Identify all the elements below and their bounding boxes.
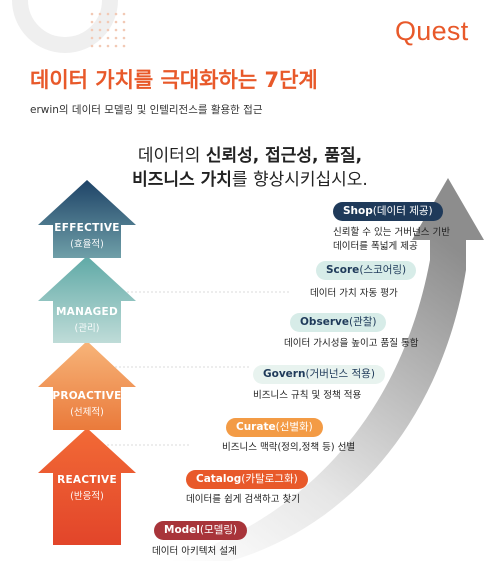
level-proactive-ko: (선제적) [70, 407, 104, 418]
level-reactive: REACTIVE (반응적) [47, 474, 127, 502]
headline-suffix: 를 향상시키십시오. [231, 170, 368, 190]
level-reactive-en: REACTIVE [57, 474, 117, 486]
step-model-name: Model [164, 524, 200, 536]
level-proactive-en: PROACTIVE [52, 390, 122, 402]
level-managed: MANAGED (관리) [47, 306, 127, 334]
step-score-name: Score [326, 264, 360, 276]
step-shop-desc-line-2: 데이터를 폭넓게 제공 [333, 241, 418, 252]
step-curate-ko: (선별화) [275, 421, 313, 433]
level-effective-en: EFFECTIVE [54, 222, 120, 234]
step-score-desc: 데이터 가치 자동 평가 [310, 287, 398, 301]
step-observe-desc-line-1: 데이터 가시성을 높이고 품질 통합 [284, 338, 419, 349]
headline-line-2: 비즈니스 가치를 향상시키십시오. [100, 165, 400, 190]
step-model-desc-line-1: 데이터 아키텍처 설계 [152, 546, 237, 557]
step-curate-desc: 비즈니스 맥락(정의,정책 등) 선별 [222, 441, 355, 455]
headline-bold-2: 비즈니스 가치 [132, 170, 232, 190]
step-shop-name: Shop [343, 205, 373, 217]
level-managed-ko: (관리) [74, 323, 100, 334]
page-title: 데이터 가치를 극대화하는 7단계 [30, 68, 318, 92]
page-subtitle: erwin의 데이터 모델링 및 인텔리전스를 활용한 접근 [30, 104, 263, 116]
step-curate-name: Curate [236, 421, 276, 433]
step-curate-desc-line-1: 비즈니스 맥락(정의,정책 등) 선별 [222, 442, 356, 453]
step-model-pill: Model(모델링) [154, 521, 248, 540]
step-govern-desc: 비즈니스 규칙 및 정책 적용 [253, 389, 361, 403]
dot-grid-decoration [90, 12, 126, 48]
level-managed-en: MANAGED [55, 306, 119, 318]
step-score-desc-line-1: 데이터 가치 자동 평가 [310, 288, 398, 299]
step-catalog-pill: Catalog(카탈로그화) [186, 470, 308, 489]
ring-decoration [12, 0, 118, 53]
step-shop-desc-line-1: 신뢰할 수 있는 거버넌스 기반 [333, 227, 450, 238]
level-effective-ko: (효율적) [70, 239, 104, 250]
step-model-desc: 데이터 아키텍처 설계 [152, 545, 237, 559]
headline-prefix: 데이터의 [137, 146, 206, 166]
step-catalog-ko: (카탈로그화) [241, 473, 298, 485]
step-catalog-name: Catalog [196, 473, 242, 485]
step-shop-ko: (데이터 제공) [372, 205, 433, 217]
step-observe-pill: Observe(관찰) [290, 313, 387, 332]
step-score-ko: (스코어링) [359, 264, 407, 276]
step-shop-pill: Shop(데이터 제공) [333, 202, 443, 221]
step-score-pill: Score(스코어링) [316, 261, 417, 280]
step-curate-pill: Curate(선별화) [226, 418, 323, 437]
step-observe-name: Observe [300, 316, 349, 328]
level-proactive: PROACTIVE (선제적) [47, 390, 127, 418]
step-catalog-desc: 데이터를 쉽게 검색하고 찾기 [186, 493, 300, 507]
step-model-ko: (모델링) [199, 524, 238, 536]
step-govern-ko: (거버넌스 적용) [305, 368, 375, 380]
quest-logo: Quest [395, 16, 469, 46]
level-effective: EFFECTIVE (효율적) [47, 222, 127, 250]
step-govern-name: Govern [263, 368, 306, 380]
level-reactive-ko: (반응적) [70, 491, 104, 502]
headline-bold-1: 신뢰성, 접근성, 품질, [205, 146, 363, 166]
step-govern-pill: Govern(거버넌스 적용) [253, 365, 385, 384]
headline-line-1: 데이터의 신뢰성, 접근성, 품질, [100, 141, 400, 166]
step-observe-ko: (관찰) [348, 316, 377, 328]
step-catalog-desc-line-1: 데이터를 쉽게 검색하고 찾기 [186, 494, 300, 505]
step-govern-desc-line-1: 비즈니스 규칙 및 정책 적용 [253, 390, 362, 401]
step-shop-desc: 신뢰할 수 있는 거버넌스 기반 데이터를 폭넓게 제공 [333, 226, 450, 254]
step-observe-desc: 데이터 가시성을 높이고 품질 통합 [284, 337, 418, 351]
